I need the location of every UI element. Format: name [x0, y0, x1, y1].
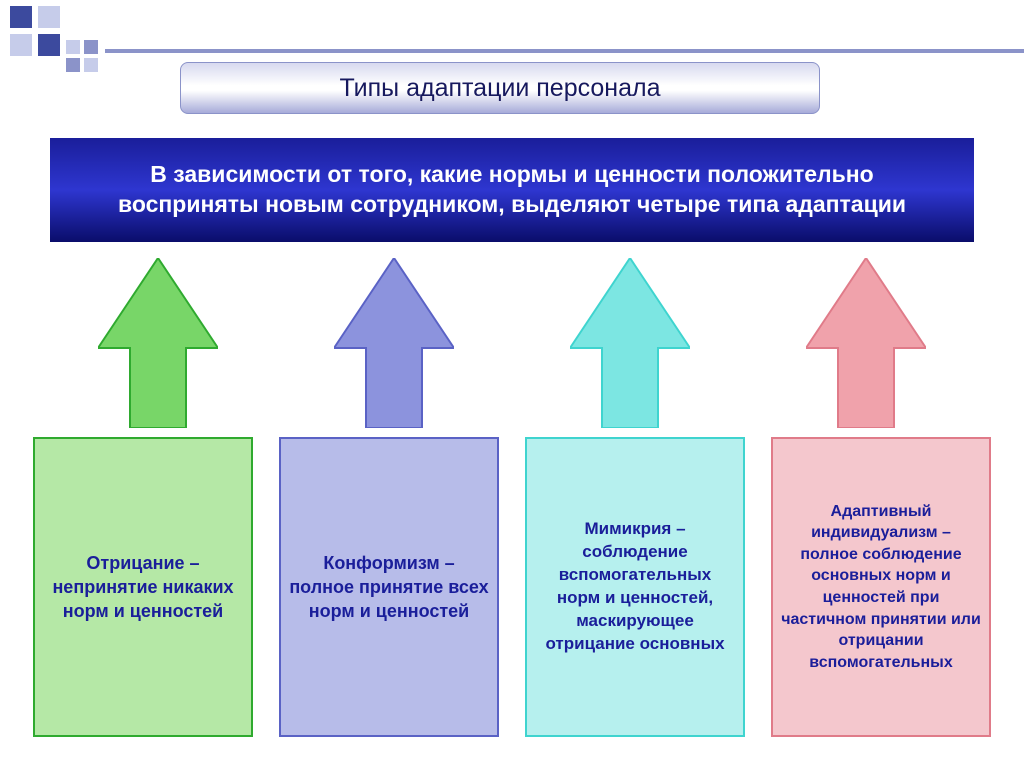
deco-square	[84, 58, 98, 72]
types-row: Отрицание – непринятие никаких норм и це…	[0, 432, 1024, 742]
slide-subtitle-text: В зависимости от того, какие нормы и цен…	[80, 160, 944, 220]
type-box-label: Конформизм – полное принятие всех норм и…	[289, 551, 489, 624]
type-box-3: Адаптивный индивидуализм – полное соблюд…	[771, 437, 991, 737]
deco-square	[66, 40, 80, 54]
type-box-label: Мимикрия – соблюдение вспомогательных но…	[535, 518, 735, 656]
deco-square	[66, 58, 80, 72]
slide-subtitle: В зависимости от того, какие нормы и цен…	[48, 136, 976, 244]
type-arrow-3	[791, 258, 941, 433]
type-box-1: Конформизм – полное принятие всех норм и…	[279, 437, 499, 737]
slide-title: Типы адаптации персонала	[180, 62, 820, 114]
slide-title-text: Типы адаптации персонала	[339, 74, 660, 103]
type-box-label: Отрицание – непринятие никаких норм и це…	[43, 551, 243, 624]
type-box-0: Отрицание – непринятие никаких норм и це…	[33, 437, 253, 737]
deco-square	[10, 6, 32, 28]
deco-square	[10, 34, 32, 56]
slide-corner-decoration	[0, 0, 120, 90]
type-arrow-2	[555, 258, 705, 433]
deco-square	[38, 34, 60, 56]
arrows-row	[0, 258, 1024, 433]
type-arrow-1	[319, 258, 469, 433]
deco-square	[38, 6, 60, 28]
type-arrow-0	[83, 258, 233, 433]
type-box-label: Адаптивный индивидуализм – полное соблюд…	[781, 501, 981, 674]
type-box-2: Мимикрия – соблюдение вспомогательных но…	[525, 437, 745, 737]
deco-square	[84, 40, 98, 54]
slide-top-bar	[105, 49, 1024, 53]
